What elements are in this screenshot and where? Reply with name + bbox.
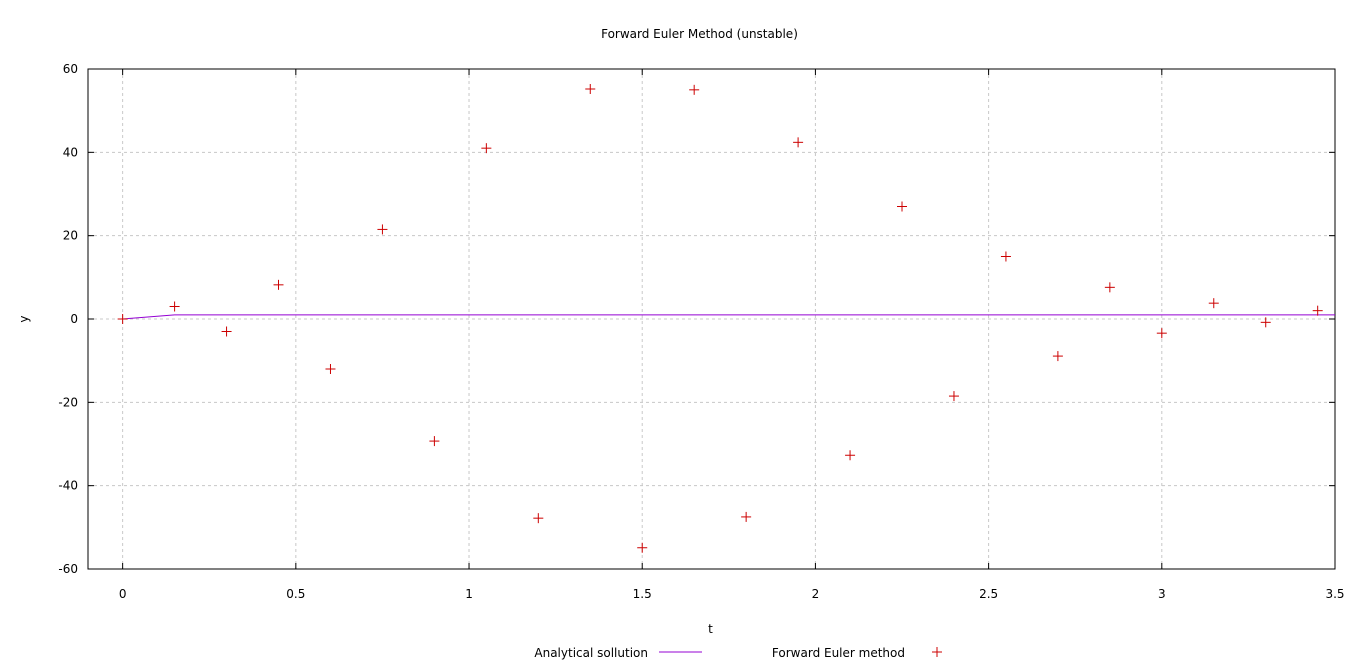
y-tick-label: 0 xyxy=(70,312,78,326)
data-point-euler xyxy=(1208,298,1219,309)
data-point-euler xyxy=(429,436,440,447)
x-tick-label: 1 xyxy=(465,587,473,601)
x-tick-label: 2 xyxy=(812,587,820,601)
data-point-euler xyxy=(897,201,908,212)
legend: Analytical sollution Forward Euler metho… xyxy=(534,646,942,660)
y-tick-label: -20 xyxy=(58,395,78,409)
y-axis-title: y xyxy=(17,315,31,322)
data-point-euler xyxy=(481,143,492,154)
x-tick-label: 3 xyxy=(1158,587,1166,601)
data-point-euler xyxy=(1260,317,1271,328)
series xyxy=(117,84,1335,553)
data-point-euler xyxy=(169,301,180,312)
series-line-analytical xyxy=(122,314,1335,320)
y-tick-label: 40 xyxy=(63,145,78,159)
data-point-euler xyxy=(741,511,752,522)
data-point-euler xyxy=(637,542,648,553)
data-point-euler xyxy=(325,364,336,374)
y-tick-label: 60 xyxy=(63,62,78,76)
data-point-euler xyxy=(1312,305,1323,316)
x-tick-label: 3.5 xyxy=(1325,587,1344,601)
y-tick-label: 20 xyxy=(63,229,78,243)
x-tick-label: 2.5 xyxy=(979,587,998,601)
x-tick-label: 1.5 xyxy=(633,587,652,601)
legend-swatch-euler-marker xyxy=(932,647,942,657)
data-point-euler xyxy=(845,450,856,461)
data-point-euler xyxy=(1156,328,1167,339)
data-point-euler xyxy=(117,314,128,324)
grid xyxy=(88,68,1336,570)
x-tick-label: 0 xyxy=(119,587,127,601)
y-tick-label: -60 xyxy=(58,562,78,576)
data-point-euler xyxy=(1000,251,1011,262)
data-point-euler xyxy=(1052,351,1063,362)
x-axis-title: t xyxy=(708,622,713,636)
chart-title: Forward Euler Method (unstable) xyxy=(601,27,798,41)
data-point-euler xyxy=(948,391,959,402)
data-point-euler xyxy=(533,513,544,524)
y-tick-label: -40 xyxy=(58,479,78,493)
x-tick-label: 0.5 xyxy=(286,587,305,601)
legend-label-analytical: Analytical sollution xyxy=(534,646,648,660)
data-point-euler xyxy=(1104,282,1115,293)
data-point-euler xyxy=(273,279,284,290)
ticks: 0 0.5 1 1.5 2 2.5 3 3.5 -60 -40 -20 0 20 40 60 xyxy=(58,62,1344,601)
data-point-euler xyxy=(689,84,700,95)
data-point-euler xyxy=(221,326,232,337)
data-point-euler xyxy=(585,84,596,94)
legend-marker-plus xyxy=(932,647,942,657)
data-point-euler xyxy=(377,224,388,235)
data-point-euler xyxy=(793,137,804,148)
legend-label-euler: Forward Euler method xyxy=(772,646,905,660)
